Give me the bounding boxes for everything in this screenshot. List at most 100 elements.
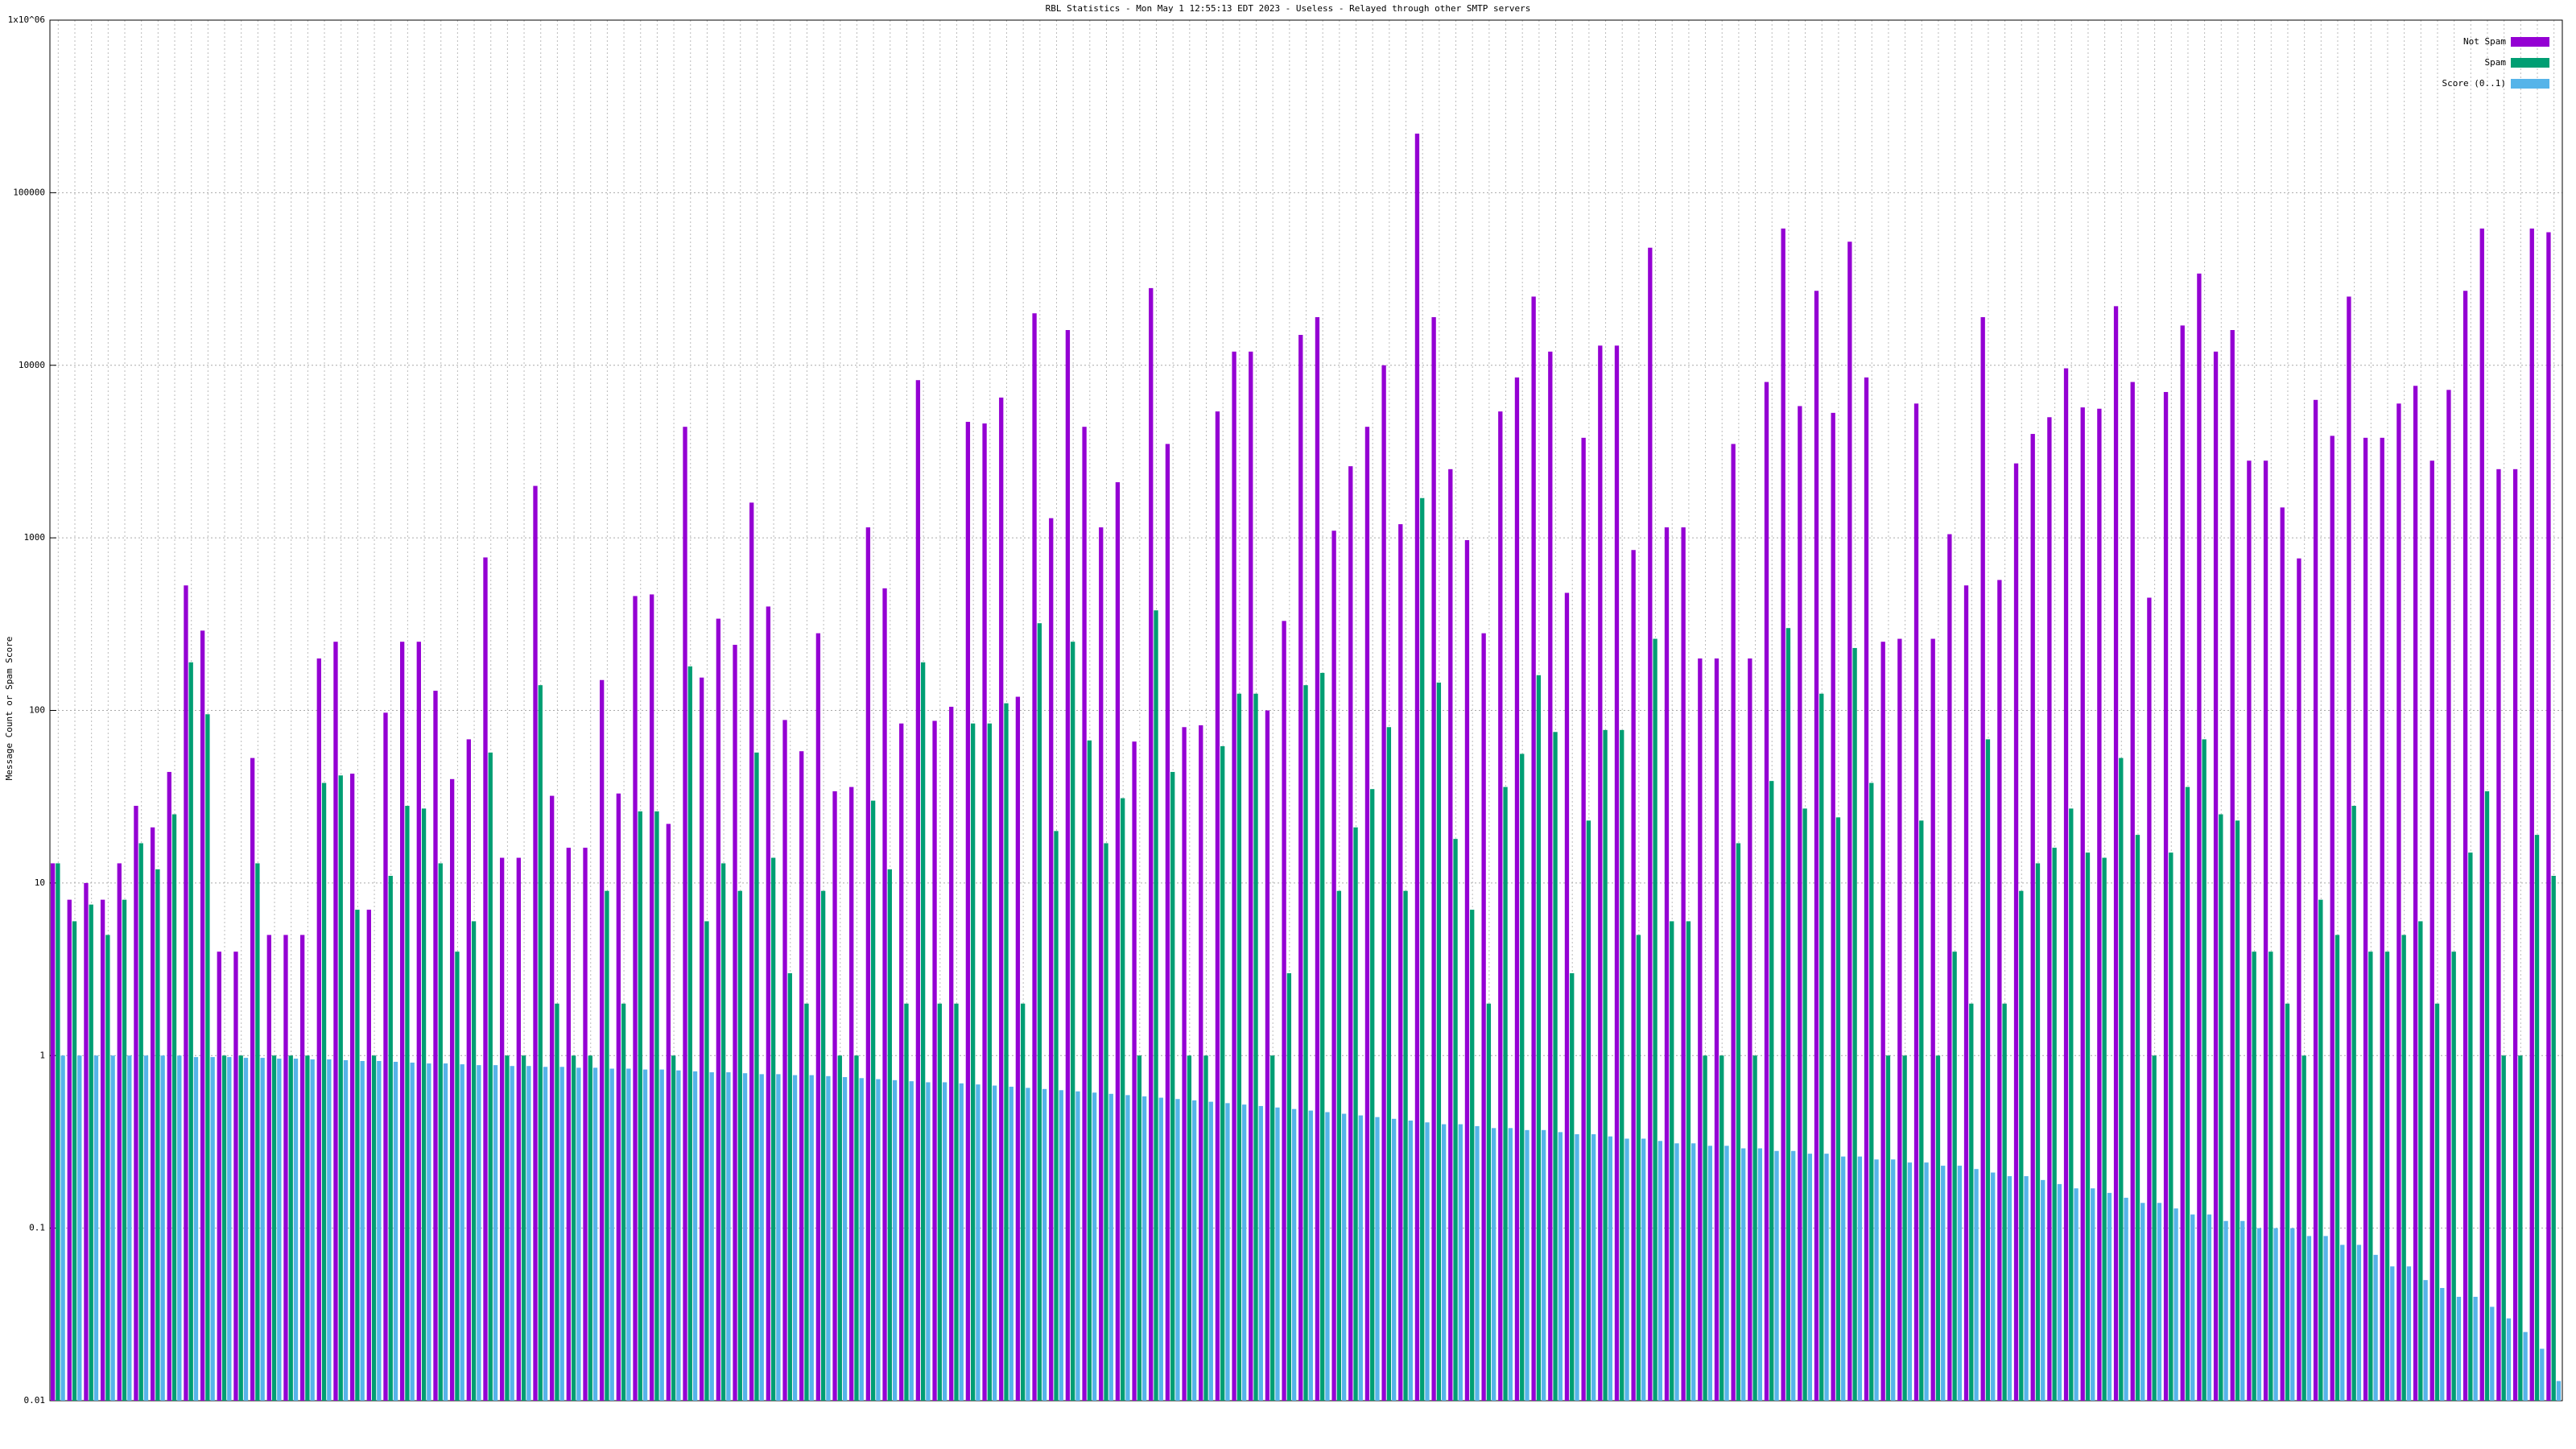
bar — [804, 1003, 809, 1401]
chart-title: RBL Statistics - Mon May 1 12:55:13 EDT … — [1046, 3, 1531, 14]
bar — [271, 1055, 277, 1401]
legend-label: Score (0..1) — [2442, 78, 2506, 89]
bar — [150, 827, 155, 1401]
bar — [1581, 437, 1586, 1401]
bar — [754, 752, 759, 1401]
bar — [1320, 672, 1325, 1401]
bar — [787, 972, 792, 1401]
bar — [642, 1069, 648, 1401]
bar — [909, 1081, 914, 1401]
bar — [2373, 1254, 2378, 1401]
bar — [2157, 1203, 2162, 1401]
bar — [2534, 835, 2540, 1401]
bar — [1059, 1090, 1063, 1401]
bar — [1075, 1091, 1080, 1401]
bar — [2080, 407, 2085, 1401]
bar — [2019, 890, 2024, 1401]
bar — [2013, 463, 2019, 1401]
bar — [782, 720, 787, 1401]
bar — [904, 1003, 909, 1401]
bar — [1137, 1055, 1142, 1401]
bar — [167, 771, 171, 1401]
bar — [310, 1059, 315, 1401]
bar — [2434, 1003, 2440, 1401]
bar — [1236, 693, 1242, 1401]
bar — [992, 1085, 997, 1401]
bar — [1814, 291, 1819, 1402]
bar — [371, 1055, 377, 1401]
bar — [659, 1069, 664, 1401]
bar — [2113, 306, 2119, 1401]
bar — [949, 706, 954, 1401]
bar — [526, 1066, 531, 1401]
bar — [1686, 921, 1691, 1401]
bar — [859, 1078, 864, 1401]
bar — [566, 848, 571, 1401]
bar — [749, 502, 754, 1402]
bar — [2540, 1348, 2545, 1401]
bar — [217, 952, 221, 1401]
bar — [559, 1067, 564, 1401]
bar — [882, 588, 887, 1401]
bar — [1991, 1172, 1996, 1401]
bar — [733, 644, 737, 1401]
bar — [1049, 518, 1054, 1401]
bar — [288, 1055, 293, 1401]
bar — [837, 1055, 842, 1401]
bar — [932, 720, 937, 1401]
bar — [477, 1065, 481, 1401]
bar — [1598, 345, 1603, 1402]
bar — [1037, 623, 1042, 1401]
bar — [1807, 1154, 1813, 1401]
bar — [654, 811, 659, 1401]
bar — [1564, 592, 1570, 1401]
bar — [184, 585, 188, 1401]
bar — [343, 1060, 349, 1401]
bar — [127, 1055, 132, 1401]
bar — [1065, 329, 1071, 1401]
bar — [1286, 972, 1292, 1401]
bar — [2368, 952, 2373, 1401]
bar — [1026, 1088, 1030, 1401]
bar — [122, 899, 127, 1401]
bar — [360, 1061, 365, 1401]
bar — [926, 1082, 931, 1401]
bar — [1670, 921, 1674, 1401]
bar — [421, 808, 427, 1401]
bar — [1491, 1128, 1496, 1401]
bar — [826, 1075, 831, 1401]
bar — [1802, 808, 1807, 1401]
bar — [1974, 1169, 1979, 1401]
bar — [1835, 817, 1841, 1401]
bar — [250, 758, 255, 1401]
bar — [488, 752, 493, 1401]
bar — [1503, 786, 1508, 1401]
bar — [2097, 408, 2102, 1401]
bar — [2290, 1228, 2295, 1401]
bar — [333, 642, 338, 1401]
bar — [1757, 1148, 1763, 1401]
bar — [355, 910, 360, 1401]
bar — [1092, 1092, 1097, 1401]
bar — [2479, 228, 2484, 1401]
bar — [915, 380, 921, 1401]
bar — [1586, 820, 1591, 1401]
bar — [1698, 658, 1703, 1401]
bar — [600, 679, 605, 1401]
bar — [283, 935, 288, 1401]
bar — [1175, 1099, 1180, 1401]
bar — [221, 1055, 227, 1401]
bar — [2107, 1192, 2112, 1401]
bar — [1681, 527, 1686, 1401]
bar — [1897, 638, 1902, 1401]
bar — [134, 806, 138, 1401]
bar — [2135, 835, 2140, 1401]
bar — [1520, 753, 1525, 1401]
bar — [1902, 1055, 1907, 1401]
bar — [638, 811, 642, 1401]
bar — [2163, 391, 2169, 1401]
bar — [588, 1055, 592, 1401]
bar — [1724, 1146, 1729, 1401]
bar — [1941, 1166, 1946, 1401]
bar — [260, 1058, 265, 1401]
